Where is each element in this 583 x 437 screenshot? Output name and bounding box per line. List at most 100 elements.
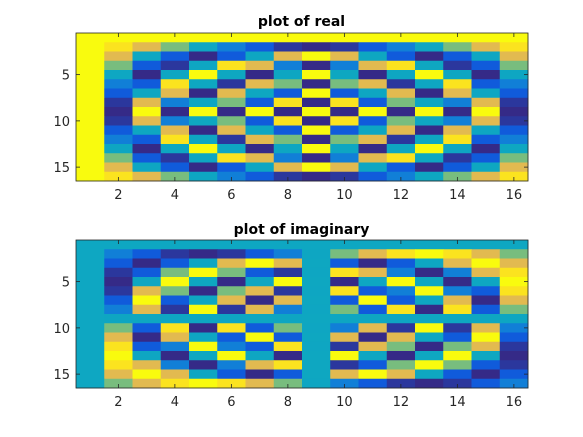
heatmap-cell xyxy=(104,42,133,52)
heatmap-cell xyxy=(302,116,331,126)
heatmap-cell xyxy=(76,351,105,361)
heatmap-cell xyxy=(245,162,275,173)
heatmap-cell xyxy=(443,323,472,333)
axes-ticks-imaginary: 2 4 6 8 10 12 14 16 5 10 15 xyxy=(53,240,528,410)
x-tick-label: 10 xyxy=(336,395,353,410)
heatmap-cell xyxy=(415,79,444,89)
heatmap-cell xyxy=(415,51,444,62)
x-tick-label: 2 xyxy=(114,188,122,203)
y-tick-label: 5 xyxy=(62,69,70,84)
heatmap-cell xyxy=(273,351,303,361)
heatmap-cell xyxy=(358,125,388,136)
heatmap-cell xyxy=(330,369,359,380)
heatmap-cell xyxy=(443,70,472,80)
heatmap-cell xyxy=(132,88,162,99)
heatmap-cell xyxy=(132,304,162,315)
heatmap-cell xyxy=(273,134,303,145)
heatmap-cell xyxy=(471,97,501,108)
heatmap-cell xyxy=(160,116,190,126)
heatmap-cell xyxy=(76,125,105,136)
heatmap-cell xyxy=(358,360,388,370)
heatmap-cell xyxy=(386,369,416,380)
heatmap-cell xyxy=(160,42,190,52)
heatmap-cell xyxy=(245,42,275,52)
heatmap-cell xyxy=(471,51,501,62)
heatmap-cell xyxy=(160,60,190,71)
heatmap-cell xyxy=(273,341,303,352)
heatmap-cell xyxy=(132,341,162,352)
heatmap-cell xyxy=(471,171,501,182)
heatmap-cell xyxy=(471,33,501,43)
heatmap-cell xyxy=(76,51,105,62)
heatmap-cell xyxy=(273,97,303,108)
heatmap-cell xyxy=(160,125,190,136)
heatmap-cell xyxy=(443,267,472,278)
heatmap-cell xyxy=(245,369,275,380)
x-tick-label: 16 xyxy=(506,188,523,203)
heatmap-cell xyxy=(76,162,105,173)
heatmap-cell xyxy=(104,351,133,361)
heatmap-cell xyxy=(443,116,472,126)
heatmap-cell xyxy=(415,351,444,361)
heatmap-cell xyxy=(471,240,501,250)
heatmap-cell xyxy=(189,51,218,62)
heatmap-cell xyxy=(189,134,218,145)
heatmap-cell xyxy=(386,314,416,324)
heatmap-cell xyxy=(273,79,303,89)
heatmap-cell xyxy=(76,323,105,333)
heatmap-cell xyxy=(499,267,529,278)
heatmap-cell xyxy=(217,258,246,269)
x-tick-label: 14 xyxy=(449,395,466,410)
heatmap-cell xyxy=(132,295,162,306)
heatmap-cell xyxy=(471,153,501,163)
heatmap-cell xyxy=(217,378,246,389)
heatmap-cell xyxy=(386,42,416,52)
heatmap-cell xyxy=(499,304,529,315)
heatmap-cell xyxy=(302,267,331,278)
heatmap-cell xyxy=(104,125,133,136)
heatmap-cell xyxy=(217,70,246,80)
chart-title-real: plot of real xyxy=(258,14,345,30)
heatmap-cell xyxy=(443,134,472,145)
heatmap-cell xyxy=(273,360,303,370)
heatmap-cell xyxy=(273,144,303,154)
heatmap-cell xyxy=(273,70,303,80)
heatmap-cell xyxy=(330,97,359,108)
heatmap-cell xyxy=(132,351,162,361)
heatmap-cell xyxy=(443,286,472,296)
heatmap-cell xyxy=(358,304,388,315)
heatmap-cell xyxy=(245,116,275,126)
heatmap-cell xyxy=(386,125,416,136)
heatmap-cell xyxy=(358,134,388,145)
heatmap-cell xyxy=(330,332,359,343)
heatmap-cell xyxy=(189,171,218,182)
heatmap-cell xyxy=(499,79,529,89)
heatmap-cell xyxy=(386,97,416,108)
heatmap-cell xyxy=(330,286,359,296)
heatmap-cell xyxy=(273,42,303,52)
heatmap-cell xyxy=(245,295,275,306)
heatmap-cell xyxy=(302,351,331,361)
heatmap-cell xyxy=(415,332,444,343)
heatmap-cell xyxy=(76,249,105,259)
heatmap-cell xyxy=(76,286,105,296)
heatmap-cell xyxy=(358,144,388,154)
heatmap-cell xyxy=(104,295,133,306)
heatmap-cell xyxy=(245,258,275,269)
y-tick-label: 5 xyxy=(62,276,70,291)
heatmap-cell xyxy=(302,144,331,154)
heatmap-cell xyxy=(358,295,388,306)
heatmap-cell xyxy=(189,107,218,117)
heatmap-cell xyxy=(386,249,416,259)
heatmap-cell xyxy=(415,304,444,315)
heatmap-cell xyxy=(471,144,501,154)
y-tick-label: 15 xyxy=(53,161,70,176)
heatmap-cell xyxy=(217,51,246,62)
heatmap-cell xyxy=(76,171,105,182)
heatmap-cell xyxy=(245,60,275,71)
heatmap-cell xyxy=(330,33,359,43)
heatmap-cell xyxy=(245,134,275,145)
heatmap-cell xyxy=(160,378,190,389)
heatmap-cell xyxy=(217,171,246,182)
heatmap-cell xyxy=(302,88,331,99)
